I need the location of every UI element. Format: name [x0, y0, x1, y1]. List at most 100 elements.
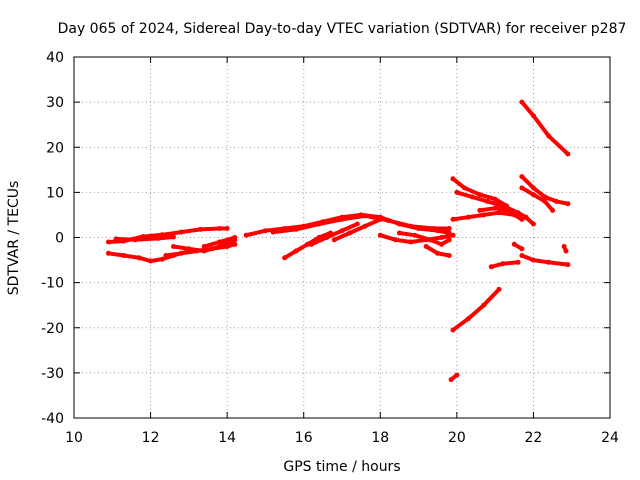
data-point [546, 133, 552, 139]
x-tick-label: 24 [601, 430, 619, 446]
data-point [136, 255, 142, 261]
x-tick-label: 14 [218, 430, 236, 446]
data-point [393, 237, 399, 243]
data-point [530, 221, 536, 227]
data-point [362, 223, 368, 229]
data-point [339, 228, 345, 234]
data-point [500, 261, 506, 267]
data-point [362, 213, 368, 219]
x-tick-label: 16 [295, 430, 313, 446]
data-track [519, 253, 570, 267]
data-point [427, 237, 433, 243]
data-point [485, 198, 490, 204]
x-tick-label: 20 [448, 430, 466, 446]
data-series [106, 99, 571, 383]
data-point [178, 229, 184, 235]
data-point [171, 234, 176, 240]
data-point [477, 207, 483, 213]
x-tick-label: 22 [525, 430, 543, 446]
data-point [515, 259, 521, 265]
data-track [519, 185, 555, 213]
data-point [408, 239, 414, 245]
data-point [481, 212, 487, 218]
data-point [481, 302, 487, 308]
data-point [308, 241, 314, 247]
data-point [523, 214, 529, 220]
data-point [423, 244, 429, 249]
data-point [508, 207, 513, 213]
y-tick-label: 10 [46, 185, 64, 201]
data-point [412, 232, 418, 238]
data-track [519, 100, 570, 156]
data-point [270, 229, 276, 235]
data-point [113, 236, 119, 242]
y-tick-label: 0 [55, 231, 64, 247]
data-point [163, 253, 169, 258]
data-point [530, 113, 536, 119]
data-point [519, 185, 525, 191]
data-track [451, 210, 524, 222]
data-point [354, 221, 360, 227]
data-point [435, 250, 441, 256]
y-tick-label: -40 [41, 411, 64, 427]
data-track [332, 217, 383, 242]
data-point [232, 235, 238, 240]
data-point [553, 198, 559, 204]
data-point [496, 286, 502, 292]
data-point [565, 201, 571, 207]
y-tick-label: 20 [46, 140, 64, 156]
data-point [446, 237, 452, 243]
data-point [293, 226, 299, 232]
data-point [530, 192, 536, 198]
y-tick-label: -30 [41, 366, 64, 382]
data-point [542, 194, 548, 200]
data-point [439, 241, 444, 247]
data-point [316, 221, 322, 227]
data-point [519, 246, 525, 252]
data-point [262, 228, 268, 234]
data-point [339, 216, 345, 222]
data-point [511, 241, 517, 247]
data-point [106, 250, 111, 256]
data-point [477, 192, 483, 198]
data-point [148, 258, 154, 264]
x-axis-label: GPS time / hours [283, 459, 400, 475]
data-point [439, 235, 444, 240]
data-point [293, 248, 299, 254]
data-point [171, 244, 176, 249]
x-tick-label: 12 [142, 430, 160, 446]
x-tick-label: 18 [371, 430, 389, 446]
y-axis-label: SDTVAR / TECUs [6, 181, 22, 296]
data-point [178, 250, 184, 256]
data-point [159, 256, 165, 262]
data-point [450, 216, 456, 222]
data-point [450, 232, 456, 238]
data-point [492, 205, 498, 211]
data-point [550, 207, 556, 213]
data-point [492, 196, 498, 202]
data-point [446, 226, 452, 231]
data-point [155, 235, 161, 241]
data-point [132, 237, 138, 243]
data-track [451, 287, 501, 332]
data-point [465, 214, 471, 220]
data-point [408, 223, 414, 229]
data-point [224, 226, 230, 231]
y-tick-label: -10 [41, 276, 64, 292]
data-point [347, 230, 353, 236]
data-point [519, 253, 525, 258]
data-track [309, 222, 360, 247]
data-point [565, 262, 571, 268]
data-point [465, 316, 471, 322]
data-point [201, 244, 207, 249]
x-tick-label: 10 [65, 430, 83, 446]
data-point [530, 257, 536, 263]
data-point [121, 253, 127, 258]
data-point [563, 248, 569, 254]
data-point [243, 232, 249, 238]
data-point [450, 327, 456, 333]
data-point [385, 217, 391, 223]
data-point [186, 246, 192, 252]
data-point [217, 239, 222, 245]
